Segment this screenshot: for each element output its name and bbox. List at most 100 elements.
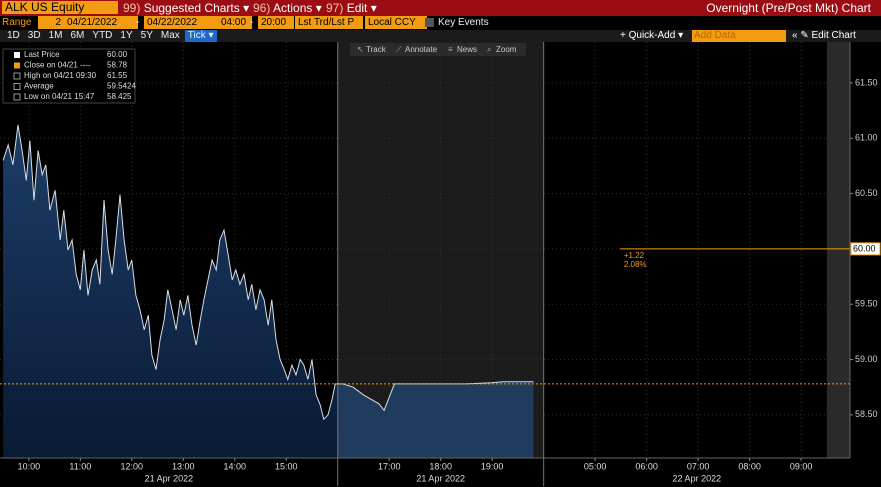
range-bar: Range 2 04/21/2022 - 04/22/2022 04:00 - … [0, 16, 881, 30]
checkbox[interactable] [425, 18, 434, 27]
legend-label: Close on 04/21 ---- [24, 61, 91, 70]
tool-label: Zoom [496, 45, 517, 54]
range-label: Range [2, 17, 32, 28]
edit-chart-label: Edit Chart [811, 30, 856, 41]
legend-value: 61.55 [107, 71, 128, 80]
y-tick-label: 58.50 [855, 409, 878, 419]
last-price-label: 60.00 [853, 243, 876, 253]
period-button[interactable]: 6M [70, 30, 85, 41]
to-time[interactable]: 20:00 [258, 16, 294, 29]
period-button[interactable]: 1M [48, 30, 63, 41]
x-tick-label: 12:00 [121, 461, 144, 471]
x-tick-label: 18:00 [429, 461, 452, 471]
menu-num: 97) [326, 1, 344, 15]
price-line [2, 124, 534, 421]
ticker-input[interactable]: ALK US Equity [2, 1, 118, 14]
menu[interactable]: 99) Suggested Charts ▾ [123, 1, 250, 15]
legend-box [2, 48, 136, 104]
change-pct-label: 2.08% [624, 260, 647, 269]
chart-tool[interactable]: ⌕ Zoom [487, 45, 517, 54]
legend-swatch [13, 93, 21, 101]
legend-swatch [13, 72, 21, 80]
legend-label: Last Price [24, 50, 60, 59]
y-tick-label: 61.00 [855, 133, 878, 143]
legend-label: Average [24, 82, 54, 91]
menu-label: Edit [346, 1, 368, 15]
x-tick-label: 13:00 [172, 461, 195, 471]
period-bar: 1D 3D 1M 6M YTD 1Y 5Y Max Tick ▾ + Quick-Add ▾ A… [0, 30, 881, 42]
date-label: 21 Apr 2022 [416, 473, 465, 483]
legend-swatch [13, 83, 21, 90]
x-tick-label: 15:00 [275, 461, 298, 471]
menu-num: 99) [123, 1, 141, 15]
tool-label: Track [366, 45, 387, 54]
x-tick-label: 08:00 [738, 461, 761, 471]
chart-tool[interactable]: ⟋ Annotate [396, 45, 438, 54]
quick-add[interactable]: + Quick-Add ▾ [620, 30, 684, 41]
legend-label: High on 04/21 09:30 [24, 71, 97, 80]
period-button[interactable]: 1Y [120, 30, 133, 41]
area [337, 381, 534, 458]
period-button[interactable]: YTD [92, 30, 113, 41]
tool-label: News [457, 45, 477, 54]
separator: - [250, 17, 254, 28]
x-tick-label: 19:00 [481, 461, 504, 471]
period-button[interactable]: Tick ▾ [184, 30, 217, 42]
from-time[interactable]: 04:00 [218, 16, 252, 29]
x-tick-label: 07:00 [687, 461, 710, 471]
period-button[interactable]: 3D [27, 30, 41, 41]
legend-label: Low on 04/21 15:47 [24, 92, 95, 101]
menu[interactable]: 97) Edit ▾ [326, 1, 377, 15]
legend-value: 58.425 [107, 92, 132, 101]
quick-add-label: Quick-Add [628, 30, 676, 41]
x-tick-label: 05:00 [584, 461, 607, 471]
tool-icon: ⟋ [396, 45, 402, 54]
menu[interactable]: 96) Actions ▾ [253, 1, 322, 15]
window-title: Overnight (Pre/Post Mkt) Chart [706, 1, 871, 15]
x-tick-label: 09:00 [790, 461, 813, 471]
add-data-input[interactable]: Add Data [692, 30, 786, 42]
y-tick-label: 61.50 [855, 77, 878, 87]
tool-icon: ≡ [448, 45, 453, 54]
legend-value: 59.5424 [107, 82, 136, 91]
legend-swatch [14, 62, 20, 69]
title-bar: ALK US Equity 99) Suggested Charts ▾ 96)… [0, 0, 881, 16]
area [3, 125, 338, 458]
separator: - [136, 17, 140, 28]
tool-label: Annotate [405, 45, 438, 54]
legend-swatch [14, 52, 20, 58]
menu-label: Suggested Charts [143, 1, 240, 15]
x-tick-label: 10:00 [18, 461, 41, 471]
start-date[interactable]: 04/21/2022 [64, 16, 138, 29]
period-button[interactable]: Max [160, 30, 180, 41]
price-select[interactable]: Lst Trd/Lst P [295, 16, 363, 29]
y-tick-label: 59.50 [855, 299, 878, 309]
end-date[interactable]: 04/22/2022 [144, 16, 218, 29]
y-tick-label: 60.50 [855, 188, 878, 198]
tool-icon: ↖ [357, 45, 364, 54]
date-label: 21 Apr 2022 [145, 473, 194, 483]
period-button[interactable]: 5Y [140, 30, 153, 41]
chart-tool[interactable]: ≡ News [448, 45, 477, 54]
edit-chart[interactable]: « ✎ Edit Chart [792, 30, 856, 41]
period-button[interactable]: 1D [7, 30, 20, 41]
x-tick-label: 06:00 [635, 461, 658, 471]
date-label: 22 Apr 2022 [673, 473, 722, 483]
menu-num: 96) [253, 1, 271, 15]
y-tick-label: 59.00 [855, 354, 878, 364]
currency-select[interactable]: Local CCY [365, 16, 427, 29]
x-tick-label: 14:00 [224, 461, 247, 471]
menu-label: Actions [273, 1, 313, 15]
shaded-session [826, 42, 850, 458]
range-input[interactable]: 2 [38, 16, 64, 29]
chart: +1.222.08% 58.50 59.00 59.50 60.50 61.00 61.50… [0, 42, 881, 487]
legend-value: 60.00 [107, 50, 128, 59]
key-events[interactable]: Key Events [438, 17, 489, 28]
axis-panel [850, 42, 881, 487]
chart-tool[interactable]: ↖ Track [357, 45, 387, 54]
x-tick-label: 17:00 [378, 461, 401, 471]
last-price-box [850, 242, 881, 256]
periods: 1D 3D 1M 6M YTD 1Y 5Y Max Tick ▾ [4, 30, 217, 42]
change-label: +1.22 [624, 251, 645, 260]
